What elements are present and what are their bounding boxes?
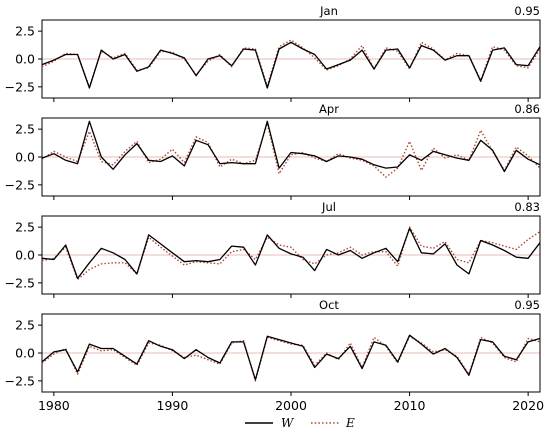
series-e-line <box>41 226 541 281</box>
panel-correlation: 0.95 <box>514 298 540 312</box>
y-tick-label: 0.0 <box>15 248 35 263</box>
y-tick-label: 0.0 <box>15 150 35 165</box>
y-tick-label: −2.5 <box>5 79 35 94</box>
panel-correlation: 0.95 <box>514 4 540 18</box>
x-tick-label: 2010 <box>394 398 426 413</box>
legend-e-label: E <box>345 416 355 430</box>
y-tick-label: 0.0 <box>15 52 35 67</box>
panel-title: Oct <box>319 298 339 312</box>
y-tick-label: 2.5 <box>15 220 35 235</box>
panel-title: Jul <box>321 200 336 214</box>
y-tick-label: −2.5 <box>5 177 35 192</box>
series-e-line <box>41 122 541 178</box>
legend-w-label: W <box>281 416 295 430</box>
y-tick-label: 0.0 <box>15 346 35 361</box>
y-tick-label: 2.5 <box>15 122 35 137</box>
y-tick-label: −2.5 <box>5 373 35 388</box>
panels-group: 2.5 0.0 −2.5 Jan 0.95 2.5 0.0 −2.5 Apr 0.86 2.5 0.0… <box>5 4 544 413</box>
series-w-line <box>41 334 541 381</box>
y-tick-label: −2.5 <box>5 275 35 290</box>
series-e-line <box>41 39 541 88</box>
series-w-line <box>41 120 541 173</box>
panel-jan: 2.5 0.0 −2.5 Jan 0.95 <box>5 4 541 102</box>
y-tick-label: 2.5 <box>15 318 35 333</box>
panel-correlation: 0.83 <box>514 200 540 214</box>
series-w-line <box>41 41 541 89</box>
panel-title: Apr <box>319 102 339 116</box>
x-tick-label: 1990 <box>157 398 189 413</box>
panel-apr: 2.5 0.0 −2.5 Apr 0.86 <box>5 102 541 200</box>
x-tick-label: 2020 <box>512 398 544 413</box>
panel-correlation: 0.86 <box>514 102 540 116</box>
x-tick-label: 1980 <box>38 398 70 413</box>
x-tick-label: 2000 <box>275 398 307 413</box>
series-e-line <box>41 335 541 382</box>
y-tick-label: 2.5 <box>15 24 35 39</box>
legend: W E <box>245 416 355 430</box>
panel-jul: 2.5 0.0 −2.5 Jul 0.83 <box>5 200 541 298</box>
panel-title: Jan <box>319 4 338 18</box>
series-w-line <box>41 227 541 280</box>
